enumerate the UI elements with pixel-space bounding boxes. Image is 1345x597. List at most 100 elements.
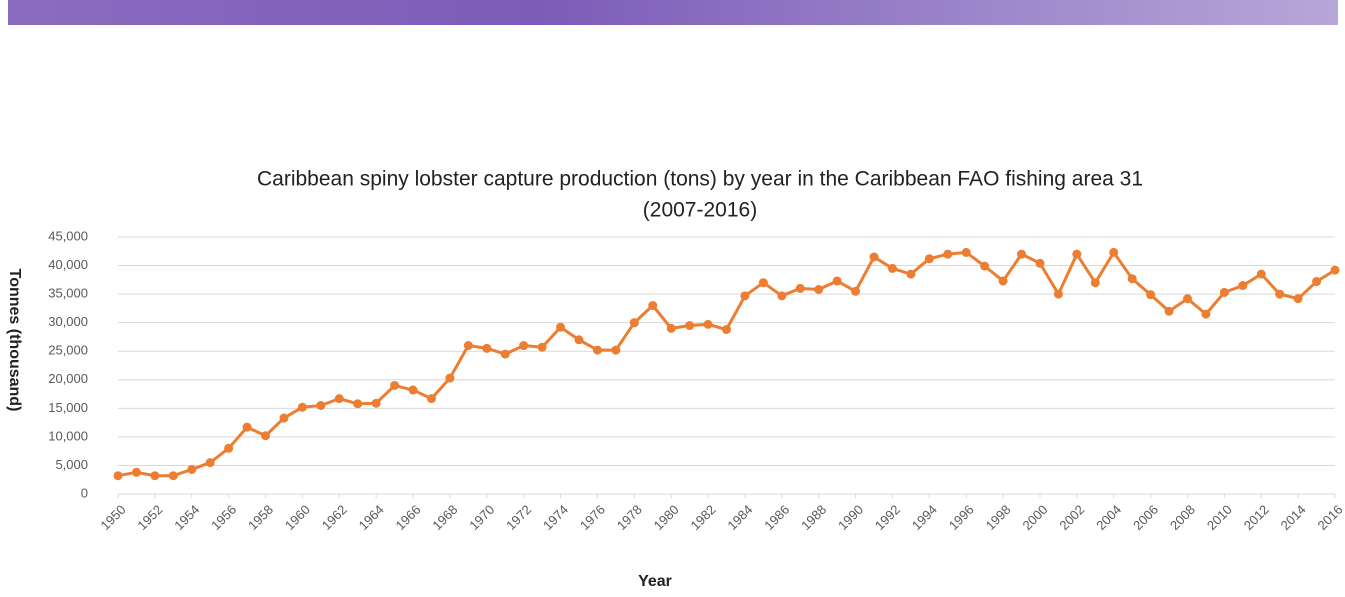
point: [519, 341, 529, 351]
x-tick-label: 2000: [1019, 502, 1050, 533]
point: [1219, 287, 1229, 297]
point: [426, 394, 436, 404]
x-axis-title: Year: [638, 573, 672, 590]
point: [740, 291, 750, 301]
point: [500, 349, 510, 359]
point: [1127, 274, 1137, 284]
y-tick-label: 10,000: [48, 428, 88, 443]
point: [758, 278, 768, 288]
x-tick-label: 1966: [393, 502, 424, 533]
x-tick-label: 2008: [1167, 502, 1198, 533]
point: [131, 467, 141, 477]
point: [205, 458, 215, 468]
x-tick-label: 1952: [134, 502, 165, 533]
x-tick-label: 1996: [946, 502, 977, 533]
x-tick-label: 2014: [1278, 502, 1309, 533]
point: [537, 342, 547, 352]
point: [777, 291, 787, 301]
point: [261, 431, 271, 441]
point: [408, 385, 418, 395]
point: [592, 345, 602, 355]
point: [297, 402, 307, 412]
x-tick-label: 2010: [1204, 502, 1235, 533]
chart-title: Caribbean spiny lobster capture producti…: [257, 168, 1143, 191]
x-tick-label: 1980: [651, 502, 682, 533]
point: [316, 400, 326, 410]
x-tick-label: 1976: [577, 502, 608, 533]
x-tick-label: 1984: [724, 502, 755, 533]
y-tick-label: 35,000: [48, 286, 88, 301]
x-tick-label: 2012: [1241, 502, 1272, 533]
point: [1238, 281, 1248, 291]
chart-subtitle: (2007-2016): [643, 199, 757, 222]
x-tick-label: 1960: [282, 502, 313, 533]
point: [1293, 294, 1303, 304]
y-tick-label: 5,000: [55, 457, 88, 472]
point: [869, 252, 879, 262]
point: [832, 276, 842, 286]
point: [611, 345, 621, 355]
x-tick-label: 1992: [872, 502, 903, 533]
y-tick-label: 45,000: [48, 228, 88, 243]
x-tick-label: 1978: [614, 502, 645, 533]
y-tick-label: 30,000: [48, 314, 88, 329]
x-tick-label: 1990: [835, 502, 866, 533]
x-tick-label: 2002: [1056, 502, 1087, 533]
point: [814, 285, 824, 295]
y-tick-label: 25,000: [48, 343, 88, 358]
point: [242, 422, 252, 432]
point: [1182, 294, 1192, 304]
x-tick-label: 1964: [356, 502, 387, 533]
x-tick-label: 1958: [245, 502, 276, 533]
point: [574, 335, 584, 345]
point: [1275, 289, 1285, 299]
point: [1256, 269, 1266, 279]
x-tick-label: 1956: [208, 502, 239, 533]
point: [943, 249, 953, 259]
point: [998, 276, 1008, 286]
point: [445, 373, 455, 383]
y-tick-label: 15,000: [48, 400, 88, 415]
point: [1312, 277, 1322, 287]
point: [1164, 306, 1174, 316]
point: [980, 261, 990, 271]
banner: [8, 0, 1338, 25]
point: [1072, 249, 1082, 259]
x-tick-label: 1988: [798, 502, 829, 533]
point: [1109, 247, 1119, 257]
point: [1330, 265, 1340, 275]
point: [224, 443, 234, 453]
x-tick-label: 1974: [540, 502, 571, 533]
point: [906, 269, 916, 279]
x-tick-label: 1982: [688, 502, 719, 533]
x-tick-label: 1986: [761, 502, 792, 533]
point: [1090, 278, 1100, 288]
point: [463, 341, 473, 351]
point: [390, 380, 400, 390]
point: [371, 398, 381, 408]
point: [1035, 258, 1045, 268]
point: [353, 399, 363, 409]
point: [187, 464, 197, 474]
point: [703, 319, 713, 329]
point: [1053, 289, 1063, 299]
point: [1146, 290, 1156, 300]
x-tick-label: 1972: [503, 502, 534, 533]
point: [556, 322, 566, 332]
point: [150, 471, 160, 481]
point: [648, 301, 658, 311]
point: [279, 413, 289, 423]
x-tick-label: 1998: [983, 502, 1014, 533]
x-tick-label: 1994: [909, 502, 940, 533]
x-tick-label: 1950: [97, 502, 128, 533]
point: [629, 318, 639, 328]
y-tick-label: 20,000: [48, 371, 88, 386]
x-tick-label: 1954: [171, 502, 202, 533]
point: [334, 394, 344, 404]
x-tick-label: 1970: [466, 502, 497, 533]
point: [924, 254, 934, 264]
x-tick-label: 2006: [1130, 502, 1161, 533]
line: [117, 250, 1336, 478]
x-tick-label: 2016: [1314, 502, 1345, 533]
